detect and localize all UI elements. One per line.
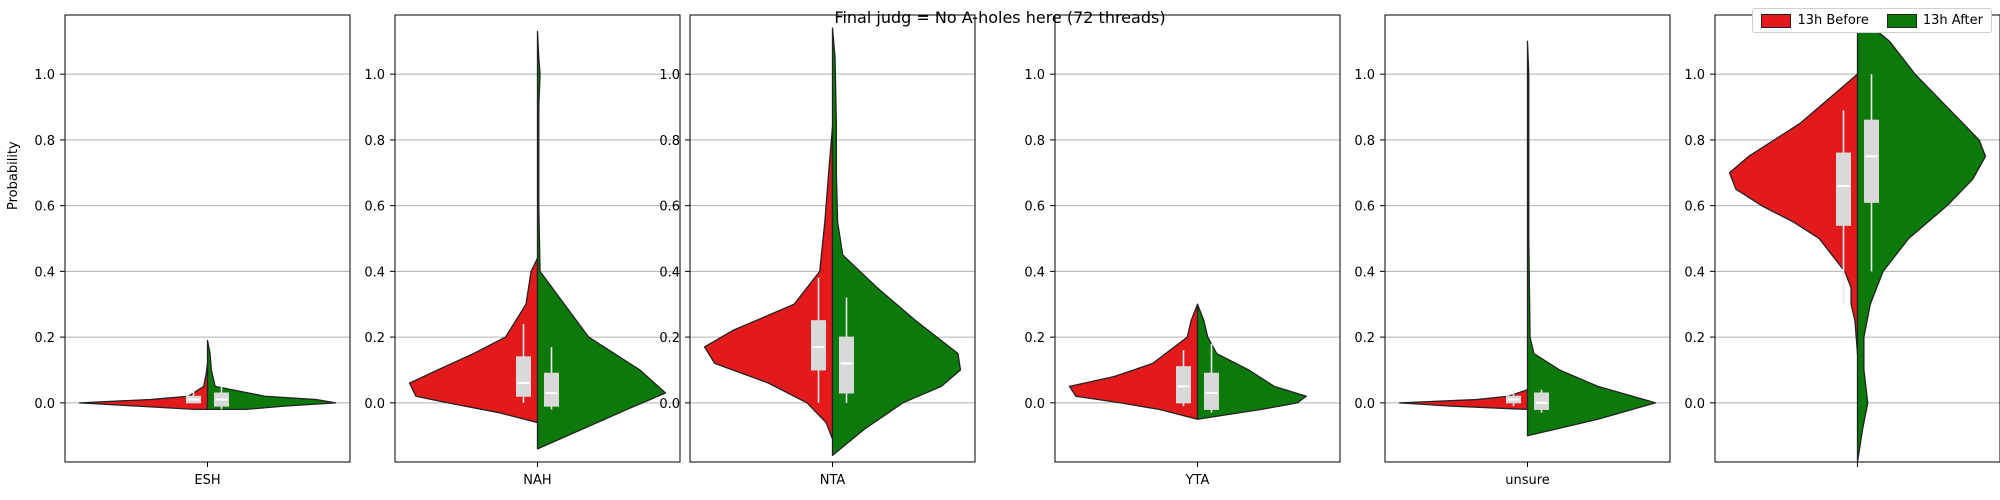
box-after <box>839 336 854 394</box>
y-tick-label: 0.8 <box>659 134 680 149</box>
panel-YTA: 0.0 0.2 0.4 0.6 0.8 1.0 YTA <box>1024 14 1341 488</box>
box-before <box>1836 152 1851 226</box>
violin-before <box>78 362 209 411</box>
y-tick-label: 0.4 <box>659 265 680 280</box>
y-tick-label: 1.0 <box>659 68 680 83</box>
box-after <box>544 372 559 407</box>
y-tick-label: 0.2 <box>659 331 680 346</box>
box-after <box>1204 372 1219 410</box>
legend-swatch-after <box>1886 13 1917 28</box>
violin-after <box>536 30 667 450</box>
violin-before <box>1728 73 1859 355</box>
y-tick-label: 0.0 <box>364 397 385 412</box>
y-tick-label: 1.0 <box>1354 68 1375 83</box>
y-tick-label: 0.6 <box>1354 200 1375 215</box>
y-tick-label: 0.0 <box>1024 397 1045 412</box>
y-tick-label: 0.4 <box>34 265 55 280</box>
legend-entry-before: 13h Before <box>1761 13 1869 28</box>
violin-after <box>1196 303 1307 420</box>
x-tick-label: NTA <box>820 473 846 488</box>
y-tick-label: 1.0 <box>364 68 385 83</box>
y-tick-label: 0.6 <box>34 200 55 215</box>
violin-after <box>831 27 962 457</box>
legend-entry-after: 13h After <box>1886 13 1983 28</box>
y-tick-label: 0.4 <box>1024 265 1045 280</box>
y-tick-label: 0.8 <box>1024 134 1045 149</box>
y-tick-label: 0.0 <box>34 397 55 412</box>
violin-before <box>703 126 834 440</box>
y-tick-label: 0.4 <box>1684 265 1705 280</box>
legend-label-after: 13h After <box>1922 13 1983 28</box>
violin-after <box>206 339 337 411</box>
x-tick-label: ESH <box>194 473 220 488</box>
y-tick-label: 0.6 <box>1684 200 1705 215</box>
y-tick-label: 0.2 <box>364 331 385 346</box>
x-tick-label: YTA <box>1185 473 1210 488</box>
panel-last: 0.0 0.2 0.4 0.6 0.8 1.0 <box>1684 14 2000 467</box>
y-axis-label: Probability <box>6 141 21 210</box>
y-tick-label: 0.8 <box>364 134 385 149</box>
violin-after <box>1856 14 1987 463</box>
panel-unsure: 0.0 0.2 0.4 0.6 0.8 1.0 unsure <box>1354 14 1671 488</box>
legend-swatch-before <box>1761 13 1792 28</box>
box-after <box>1864 119 1879 203</box>
y-tick-label: 1.0 <box>1684 68 1705 83</box>
legend-label-before: 13h Before <box>1797 13 1869 28</box>
box-before <box>811 320 826 371</box>
y-tick-label: 0.6 <box>364 200 385 215</box>
y-tick-label: 0.0 <box>659 397 680 412</box>
y-tick-label: 0.8 <box>1354 134 1375 149</box>
y-tick-label: 0.4 <box>1354 265 1375 280</box>
panel-NAH: 0.0 0.2 0.4 0.6 0.8 1.0 NAH <box>364 14 681 488</box>
y-tick-label: 0.2 <box>1354 331 1375 346</box>
violin-after <box>1526 40 1657 437</box>
panel-NTA: 0.0 0.2 0.4 0.6 0.8 1.0 NTA <box>659 14 976 488</box>
y-tick-label: 1.0 <box>34 68 55 83</box>
panel-ESH: 0.0 0.2 0.4 0.6 0.8 1.0 ESH <box>34 14 351 488</box>
y-tick-label: 0.6 <box>659 200 680 215</box>
y-tick-label: 1.0 <box>1024 68 1045 83</box>
legend: 13h Before 13h After <box>1752 8 1992 33</box>
y-tick-label: 0.0 <box>1354 397 1375 412</box>
y-tick-label: 0.4 <box>364 265 385 280</box>
y-tick-label: 0.8 <box>34 134 55 149</box>
y-tick-label: 0.2 <box>34 331 55 346</box>
y-tick-label: 0.8 <box>1684 134 1705 149</box>
box-before <box>516 356 531 397</box>
y-tick-label: 0.2 <box>1684 331 1705 346</box>
y-tick-label: 0.2 <box>1024 331 1045 346</box>
violin-before <box>408 257 539 424</box>
violin-before <box>1068 303 1199 420</box>
x-tick-label: unsure <box>1505 473 1550 488</box>
box-after <box>1534 392 1549 410</box>
box-before <box>1176 366 1191 404</box>
y-tick-label: 0.6 <box>1024 200 1045 215</box>
x-tick-label: NAH <box>523 473 551 488</box>
y-tick-label: 0.0 <box>1684 397 1705 412</box>
